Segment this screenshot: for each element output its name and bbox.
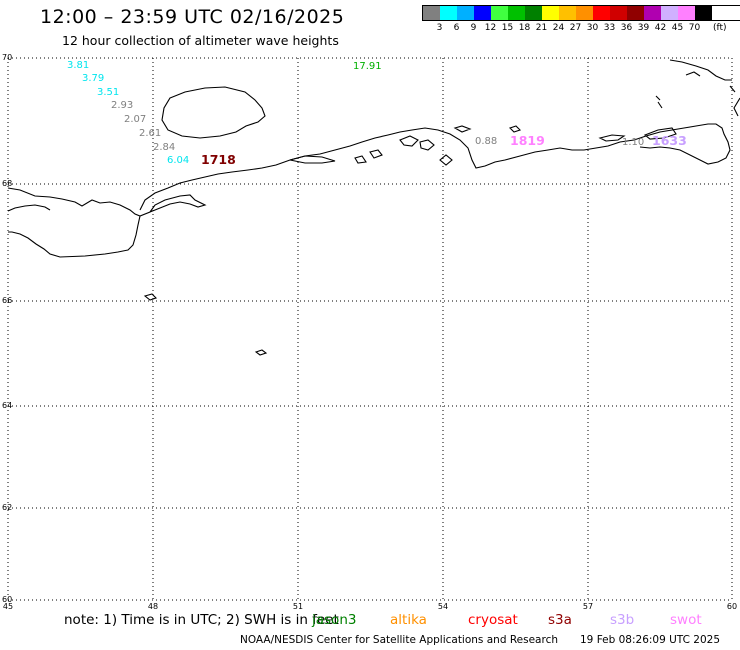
mission-label-altika: altika <box>390 612 427 628</box>
legend-label: 3 <box>436 23 443 33</box>
coastline-small-island <box>143 293 268 356</box>
legend-label: 21 <box>535 23 548 33</box>
longitude-tick-label: 60 <box>727 602 737 611</box>
legend-swatch <box>491 6 508 20</box>
wave-height-label: 2.07 <box>124 114 146 125</box>
coastline-mainland <box>7 187 207 258</box>
legend-swatch <box>423 6 440 20</box>
wave-height-label: 6.04 <box>167 155 189 166</box>
legend-label: 12 <box>484 23 497 33</box>
legend-swatch <box>559 6 576 20</box>
wave-height-label: 3.51 <box>97 87 119 98</box>
page-subtitle: 12 hour collection of altimeter wave hei… <box>62 33 339 48</box>
latitude-tick-label: 64 <box>2 401 12 410</box>
color-legend: (ft) 3 6 9 12 15 18 21 24 27 30 33 36 39 42 45 70 <box>422 5 740 35</box>
legend-swatch <box>695 6 712 20</box>
legend-label: 6 <box>453 23 460 33</box>
legend-label: 45 <box>671 23 684 33</box>
latitude-tick-label: 70 <box>2 53 12 62</box>
wave-height-label: 1.10 <box>622 137 644 148</box>
wave-height-label: 0.88 <box>475 136 497 147</box>
legend-swatch <box>474 6 491 20</box>
mission-label-s3a: s3a <box>548 612 572 628</box>
wave-height-label: 2.93 <box>111 100 133 111</box>
coastline-nw-corner <box>655 59 740 117</box>
legend-swatch <box>440 6 457 20</box>
longitude-tick-label: 45 <box>3 602 13 611</box>
legend-swatch <box>457 6 474 20</box>
legend-swatch <box>661 6 678 20</box>
latitude-tick-label: 60 <box>2 595 12 604</box>
legend-swatch <box>627 6 644 20</box>
longitude-tick-label: 54 <box>438 602 448 611</box>
legend-label: 30 <box>586 23 599 33</box>
coastline-islands-far-east <box>453 125 677 142</box>
coastline-island-bay <box>289 155 336 164</box>
latitude-tick-label: 68 <box>2 179 12 188</box>
coastline <box>7 59 740 356</box>
wave-height-label: 3.81 <box>67 60 89 71</box>
coastline-north <box>7 123 731 212</box>
latitude-tick-label: 62 <box>2 503 12 512</box>
legend-label: 15 <box>501 23 514 33</box>
observation-labels: 3.81 3.79 3.51 2.93 2.07 2.61 2.84 6.04 1718 17.9… <box>67 60 687 167</box>
legend-label-row: (ft) 3 6 9 12 15 18 21 24 27 30 33 36 39 42 45 70 <box>422 21 740 35</box>
mission-label-jason3: jason3 <box>312 612 357 628</box>
mission-label-swot: swot <box>670 612 702 628</box>
credit-text: NOAA/NESDIS Center for Satellite Applica… <box>240 634 558 646</box>
wave-height-label: 1718 <box>201 152 236 167</box>
legend-unit: (ft) <box>713 23 727 33</box>
wave-height-label: 1633 <box>652 133 687 148</box>
coastline-islands-east <box>354 135 453 166</box>
footer-note: note: 1) Time is in UTC; 2) SWH is in fe… <box>64 612 339 628</box>
legend-label: 70 <box>688 23 701 33</box>
legend-swatch <box>525 6 542 20</box>
legend-swatch <box>644 6 661 20</box>
legend-swatch <box>678 6 695 20</box>
legend-label: 27 <box>569 23 582 33</box>
generated-timestamp: 19 Feb 08:26:09 UTC 2025 <box>580 634 720 646</box>
legend-swatch <box>610 6 627 20</box>
wave-height-label: 17.91 <box>353 61 382 72</box>
wave-height-label: 2.61 <box>139 128 161 139</box>
longitude-tick-label: 51 <box>293 602 303 611</box>
legend-label: 36 <box>620 23 633 33</box>
legend-label: 18 <box>518 23 531 33</box>
longitude-tick-label: 57 <box>583 602 593 611</box>
wave-height-label: 2.84 <box>153 142 175 153</box>
legend-swatch <box>593 6 610 20</box>
grid-lines <box>7 57 733 601</box>
legend-label: 33 <box>603 23 616 33</box>
legend-label: 24 <box>552 23 565 33</box>
legend-label: 42 <box>654 23 667 33</box>
longitude-tick-label: 48 <box>148 602 158 611</box>
legend-swatch <box>542 6 559 20</box>
coastline-island-big <box>161 86 266 139</box>
legend-label: 39 <box>637 23 650 33</box>
legend-swatch-bar <box>422 5 740 21</box>
legend-label: 9 <box>470 23 477 33</box>
legend-swatch <box>508 6 525 20</box>
wave-height-label: 1819 <box>510 133 545 148</box>
wave-height-label: 3.79 <box>82 73 104 84</box>
page-title: 12:00 – 23:59 UTC 02/16/2025 <box>40 6 345 28</box>
legend-swatch <box>576 6 593 20</box>
mission-label-cryosat: cryosat <box>468 612 518 628</box>
latitude-tick-label: 66 <box>2 296 12 305</box>
mission-label-s3b: s3b <box>610 612 635 628</box>
